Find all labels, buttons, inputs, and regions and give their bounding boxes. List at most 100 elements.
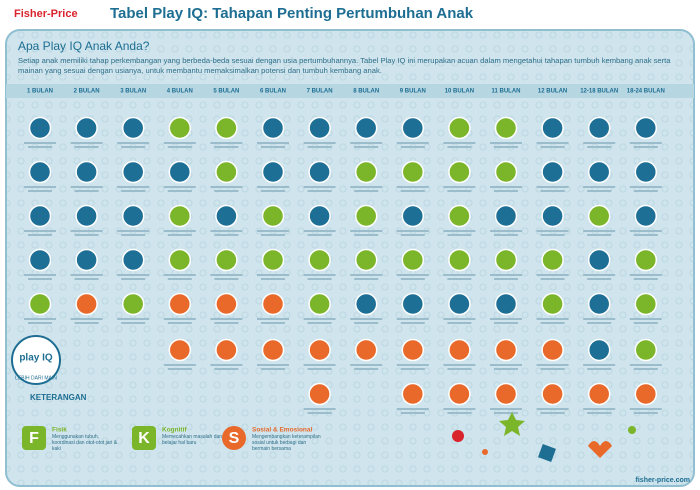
milestone-caption — [307, 412, 332, 414]
milestone-caption — [587, 412, 612, 414]
milestone-caption — [536, 318, 569, 320]
milestone-caption — [303, 186, 336, 188]
milestone-caption — [74, 146, 99, 148]
decor-square — [538, 444, 556, 462]
milestone-icon — [28, 292, 52, 316]
milestone-caption — [629, 230, 662, 232]
milestone-icon — [541, 116, 564, 140]
milestone-caption — [583, 364, 616, 366]
milestone-caption — [24, 186, 56, 188]
milestone-icon — [261, 248, 285, 272]
milestone-icon — [215, 116, 238, 140]
milestone-caption — [257, 318, 289, 320]
milestone-icon — [634, 292, 658, 316]
milestone-caption — [257, 186, 289, 188]
milestone-icon — [75, 116, 98, 140]
milestone-caption — [350, 186, 383, 188]
milestone-caption — [214, 322, 239, 324]
milestone-caption — [354, 278, 379, 280]
milestone-caption — [350, 318, 383, 320]
milestone-caption — [163, 230, 196, 232]
milestone-caption — [210, 318, 243, 320]
legend-icon — [22, 426, 46, 450]
milestone-caption — [587, 368, 612, 370]
milestone-icon — [401, 116, 425, 140]
milestone-caption — [633, 368, 658, 370]
milestone-icon — [448, 292, 471, 316]
milestone-caption — [354, 190, 379, 192]
milestone-caption — [163, 318, 196, 320]
milestone-caption — [28, 146, 52, 148]
milestone-icon — [121, 160, 145, 184]
milestone-icon — [587, 204, 611, 228]
milestone-icon — [587, 338, 611, 362]
milestone-caption — [167, 368, 192, 370]
milestone-caption — [28, 322, 52, 324]
milestone-icon — [587, 248, 611, 272]
badge-tagline: LEBIH DARI MAIN — [15, 375, 57, 381]
milestone-icon — [261, 160, 285, 184]
milestone-caption — [24, 230, 56, 232]
milestone-caption — [400, 278, 425, 280]
milestone-caption — [117, 186, 150, 188]
milestone-caption — [307, 190, 332, 192]
column-header: 4 BULAN — [167, 89, 193, 95]
milestone-caption — [396, 364, 429, 366]
milestone-icon — [401, 248, 425, 272]
milestone-caption — [350, 364, 383, 366]
milestone-icon — [121, 116, 145, 140]
milestone-icon — [541, 248, 564, 272]
milestone-caption — [163, 364, 196, 366]
milestone-caption — [447, 368, 472, 370]
milestone-caption — [167, 322, 192, 324]
milestone-caption — [443, 364, 476, 366]
milestone-icon — [541, 292, 564, 316]
milestone-caption — [536, 364, 569, 366]
milestone-icon — [28, 204, 52, 228]
milestone-caption — [494, 146, 518, 148]
legend-desc-box: Memecahkan masalah dan belajar hal baru — [162, 434, 223, 446]
milestone-caption — [494, 278, 518, 280]
milestone-caption — [163, 142, 196, 144]
milestone-caption — [117, 274, 150, 276]
milestone-caption — [536, 186, 569, 188]
milestone-caption — [540, 322, 565, 324]
milestone-caption — [540, 368, 565, 370]
milestone-icon — [494, 338, 518, 362]
decor-heart — [588, 441, 612, 458]
milestone-caption — [490, 364, 522, 366]
milestone-caption — [261, 146, 285, 148]
milestone-icon — [308, 338, 331, 362]
milestone-icon — [168, 338, 192, 362]
milestone-caption — [28, 234, 52, 236]
milestone-icon — [308, 116, 331, 140]
milestone-caption — [354, 322, 379, 324]
intro-heading: Apa Play IQ Anak Anda? — [18, 39, 150, 53]
milestone-caption — [167, 146, 192, 148]
milestone-caption — [583, 408, 616, 410]
milestone-caption — [354, 146, 379, 148]
column-header: 5 BULAN — [213, 89, 239, 95]
milestone-caption — [210, 186, 243, 188]
milestone-icon — [121, 248, 145, 272]
milestone-caption — [447, 322, 472, 324]
milestone-icon — [448, 248, 471, 272]
legend-desc-box: Mengembangkan keterampilan sosial untuk … — [252, 434, 321, 452]
milestone-caption — [121, 322, 146, 324]
milestone-icon — [121, 204, 145, 228]
milestone-caption — [587, 234, 612, 236]
legend-desc: Memecahkan masalah dan belajar hal baru — [162, 434, 223, 446]
milestone-icon — [168, 292, 192, 316]
milestone-caption — [583, 274, 616, 276]
legend-letter: F — [29, 430, 39, 447]
legend-title: KETERANGAN — [30, 393, 87, 402]
milestone-caption — [633, 278, 658, 280]
milestone-icon — [587, 160, 611, 184]
decor-star — [499, 412, 525, 436]
milestone-caption — [167, 278, 192, 280]
milestone-caption — [350, 274, 383, 276]
column-header: 3 BULAN — [120, 89, 146, 95]
milestone-caption — [261, 322, 285, 324]
milestone-caption — [117, 142, 150, 144]
